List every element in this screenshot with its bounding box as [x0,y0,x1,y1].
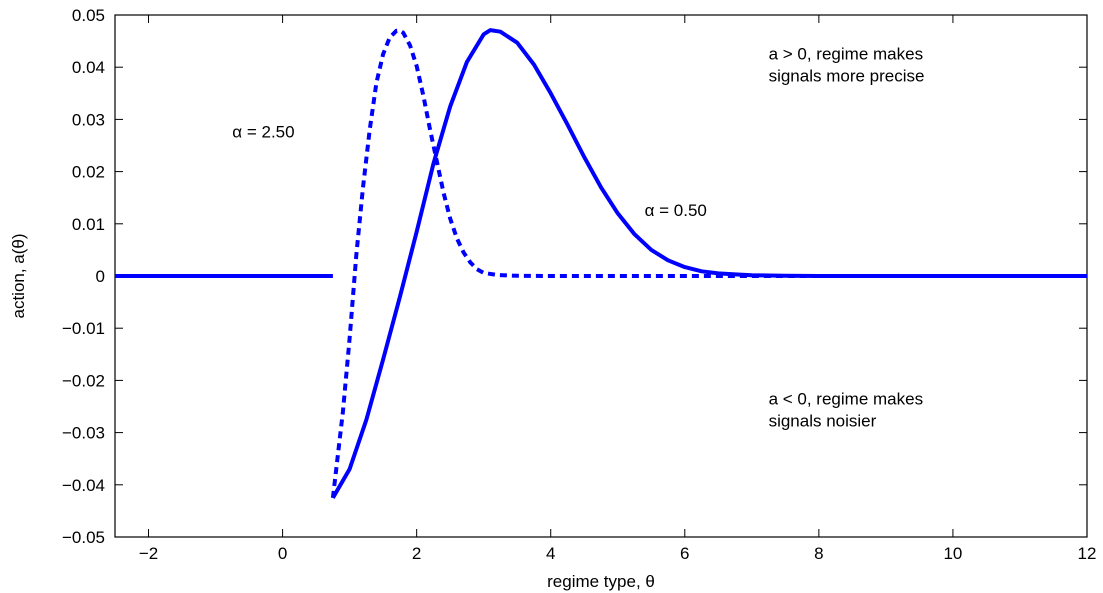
y-tick-label: 0 [96,267,105,286]
y-tick-label: 0.03 [72,110,105,129]
y-tick-label: −0.04 [62,476,105,495]
y-tick-label: 0.01 [72,215,105,234]
series-1 [115,28,1087,499]
axis-ticks: −2 0 2 4 6 8 10 12 −0.05 −0.04 −0.03 −0.02 −0.01 0 0.0… [62,6,1096,563]
y-tick-label: −0.02 [62,371,105,390]
x-axis-label: regime type, θ [547,572,655,591]
annotation: a < 0, regime makes signals noisier [769,389,924,430]
annotations: α = 2.50 α = 0.50 a > 0, regime makes signa… [232,44,924,430]
y-tick-label: 0.02 [72,163,105,182]
annotation-line: signals noisier [769,411,877,430]
y-tick-label: −0.05 [62,528,105,547]
annotation-line: α = 0.50 [645,201,707,220]
y-tick-label: −0.03 [62,424,105,443]
series-2 [330,28,1087,499]
series-line [330,28,1087,499]
annotation: α = 2.50 [232,123,294,142]
x-tick-label: 8 [814,544,823,563]
x-tick-label: 0 [278,544,287,563]
x-tick-label: 10 [943,544,962,563]
annotation: a > 0, regime makes signals more precise [769,44,925,85]
x-tick-label: −2 [139,544,158,563]
annotation-line: α = 2.50 [232,123,294,142]
y-tick-label: 0.04 [72,58,105,77]
series-line [331,28,1087,499]
annotation: α = 0.50 [645,201,707,220]
x-tick-label: 6 [680,544,689,563]
y-tick-label: −0.01 [62,319,105,338]
series-group [115,28,1087,499]
y-tick-label: 0.05 [72,6,105,25]
annotation-line: a < 0, regime makes [769,389,924,408]
x-tick-label: 12 [1078,544,1097,563]
x-tick-label: 4 [546,544,555,563]
annotation-line: a > 0, regime makes [769,44,924,63]
annotation-line: signals more precise [769,66,925,85]
x-tick-label: 2 [412,544,421,563]
y-axis-label: action, a(θ) [9,233,28,318]
